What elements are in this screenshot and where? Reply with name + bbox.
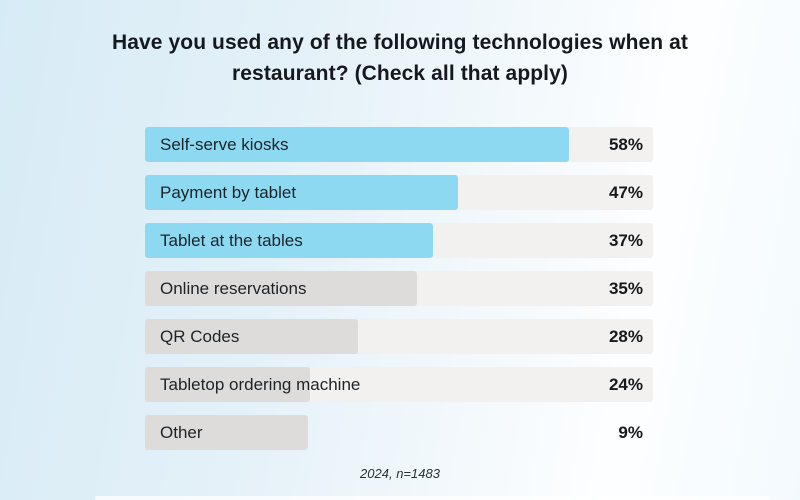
bar-row: Self-serve kiosks 58% [145, 127, 653, 162]
bar-category-label: Payment by tablet [160, 183, 297, 202]
bar-category-label: Tabletop ordering machine [160, 375, 361, 394]
bar-row: Other 9% [145, 415, 653, 450]
bottom-edge-highlight [95, 496, 770, 500]
chart-title: Have you used any of the following techn… [0, 27, 800, 89]
bar-value-label: 47% [608, 183, 643, 202]
bar-fill [145, 271, 417, 306]
bar-category-label: Other [160, 423, 203, 442]
bar-row: QR Codes 28% [145, 319, 653, 354]
bar-category-label: Self-serve kiosks [160, 135, 289, 154]
bar-value-label: 24% [608, 375, 643, 394]
sample-size-note: 2024, n=1483 [360, 466, 440, 481]
bar-fill [145, 367, 310, 402]
bar-fill [145, 127, 569, 162]
chart-title-line1: Have you used any of the following techn… [111, 31, 689, 54]
bar-fill [145, 175, 458, 210]
bar-value-label: 37% [608, 231, 643, 250]
bar-category-label: QR Codes [160, 327, 240, 346]
bar-value-label: 9% [618, 423, 643, 442]
bar-chart: Self-serve kiosks 58% Payment by tablet … [145, 127, 653, 463]
bar-row: Online reservations 35% [145, 271, 653, 306]
bar-category-label: Tablet at the tables [160, 231, 303, 250]
chart-title-line2: restaurant? (Check all that apply) [232, 62, 568, 85]
bar-row: Tabletop ordering machine 24% [145, 367, 653, 402]
bar-fill [145, 415, 308, 450]
bar-value-label: 35% [608, 279, 643, 298]
bar-fill [145, 319, 358, 354]
bar-value-label: 28% [608, 327, 643, 346]
bar-row: Payment by tablet 47% [145, 175, 653, 210]
bar-value-label: 58% [608, 135, 643, 154]
bar-row: Tablet at the tables 37% [145, 223, 653, 258]
bar-fill [145, 223, 433, 258]
bar-category-label: Online reservations [160, 279, 307, 298]
